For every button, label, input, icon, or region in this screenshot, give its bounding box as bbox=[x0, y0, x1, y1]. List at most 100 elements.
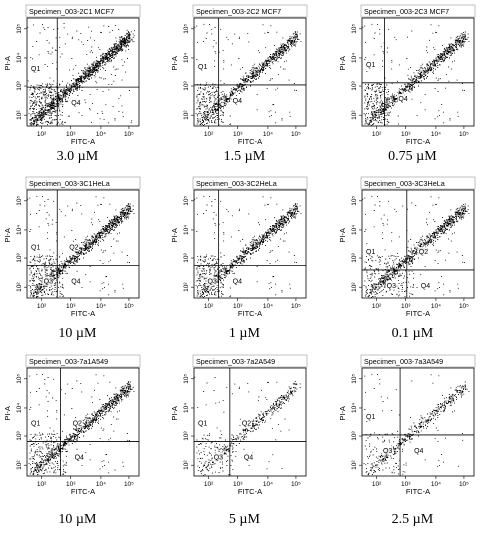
x-tick-label: 10⁵ bbox=[459, 303, 469, 310]
panel-title: Specimen_003-2C2 MCF7 bbox=[196, 7, 281, 16]
quadrant-label-q2: Q2 bbox=[242, 420, 251, 427]
y-tick-label: 10² bbox=[16, 460, 23, 470]
x-tick-label: 10³ bbox=[401, 481, 411, 488]
scatter-points bbox=[362, 195, 470, 298]
event-dots bbox=[362, 195, 470, 298]
y-tick-label: 10⁵ bbox=[183, 24, 190, 34]
facs-panel-9: Specimen_003-7a3A549 Q1 Q3 Q4 10² 10³ 10⁴ 10⁵ 10… bbox=[338, 354, 476, 527]
facs-panel-6: Specimen_003-3C3HeLa Q1 Q2 Q3 Q4 10² 10³ 10⁴ 10⁵… bbox=[338, 176, 476, 341]
y-tick-label: 10⁴ bbox=[183, 53, 190, 63]
quadrant-label-q1: Q1 bbox=[31, 245, 40, 252]
panel-title: Specimen_003-3C2HeLa bbox=[196, 179, 277, 188]
quadrant-label-q3: Q3 bbox=[44, 279, 53, 286]
scatter-points bbox=[194, 23, 302, 126]
y-axis-label: PI-A bbox=[170, 56, 179, 71]
y-tick-label: 10⁴ bbox=[183, 403, 190, 413]
panel-title: Specimen_003-7a1A549 bbox=[29, 357, 108, 366]
panel-title-bar bbox=[360, 4, 476, 18]
quadrant-label-q1: Q1 bbox=[31, 66, 40, 73]
quadrant-label-q4: Q4 bbox=[233, 98, 242, 105]
y-axis-label: PI-A bbox=[338, 228, 347, 243]
x-tick-label: 10⁴ bbox=[431, 131, 441, 138]
x-tick-label: 10⁴ bbox=[431, 303, 441, 310]
y-axis-label: PI-A bbox=[338, 56, 347, 71]
x-tick-label: 10² bbox=[37, 303, 47, 310]
y-tick-label: 10² bbox=[16, 110, 23, 120]
y-axis-label: PI-A bbox=[338, 406, 347, 421]
quadrant-label-q4: Q4 bbox=[71, 100, 80, 107]
x-tick-label: 10⁵ bbox=[124, 131, 134, 138]
y-tick-label: 10³ bbox=[351, 253, 358, 263]
y-tick-label: 10⁵ bbox=[16, 374, 23, 384]
quadrant-label-q4: Q4 bbox=[244, 454, 253, 461]
panel-title: Specimen_003-3C1HeLa bbox=[29, 179, 110, 188]
y-tick-label: 10³ bbox=[183, 253, 190, 263]
x-tick-label: 10² bbox=[204, 131, 214, 138]
y-tick-label: 10³ bbox=[16, 253, 23, 263]
x-tick-label: 10⁵ bbox=[124, 303, 134, 310]
x-tick-label: 10⁴ bbox=[263, 303, 273, 310]
plot-frame bbox=[193, 17, 307, 127]
facs-panel-8: Specimen_003-7a2A549 Q1 Q2 Q3 Q4 10² 10³ 10⁴ 10⁵… bbox=[170, 354, 308, 527]
x-tick-label: 10³ bbox=[233, 131, 243, 138]
quadrant-label-q1: Q1 bbox=[366, 249, 375, 256]
x-tick-label: 10² bbox=[204, 481, 214, 488]
quadrant-label-q4: Q4 bbox=[414, 448, 423, 455]
x-tick-label: 10² bbox=[372, 481, 382, 488]
y-tick-label: 10⁵ bbox=[16, 196, 23, 206]
panel-title-bar bbox=[192, 176, 308, 190]
x-tick-label: 10⁴ bbox=[96, 303, 106, 310]
x-tick-label: 10⁵ bbox=[291, 131, 301, 138]
x-axis-label: FITC-A bbox=[71, 309, 95, 318]
y-axis-label: PI-A bbox=[3, 228, 12, 243]
x-tick-label: 10⁵ bbox=[124, 481, 134, 488]
panel-title-bar bbox=[192, 354, 308, 368]
y-tick-label: 10⁵ bbox=[351, 374, 358, 384]
x-tick-label: 10⁴ bbox=[96, 481, 106, 488]
event-dots bbox=[194, 23, 302, 126]
x-tick-label: 10³ bbox=[233, 481, 243, 488]
y-tick-label: 10⁴ bbox=[183, 225, 190, 235]
quadrant-label-q4: Q4 bbox=[421, 283, 430, 290]
y-axis-label: PI-A bbox=[170, 406, 179, 421]
quadrant-label-q4: Q4 bbox=[71, 279, 80, 286]
y-tick-label: 10⁵ bbox=[183, 374, 190, 384]
facs-panel-2: Specimen_003-2C2 MCF7 Q1 Q4 10² 10³ 10⁴ 10⁵ 10²… bbox=[170, 4, 308, 164]
panel-title: Specimen_003-2C3 MCF7 bbox=[364, 7, 449, 16]
x-tick-label: 10² bbox=[37, 481, 47, 488]
y-tick-label: 10⁴ bbox=[351, 53, 358, 63]
quadrant-label-q1: Q1 bbox=[366, 414, 375, 421]
y-tick-label: 10⁵ bbox=[351, 196, 358, 206]
facs-panel-5: Specimen_003-3C2HeLa Q3 Q4 10² 10³ 10⁴ 10⁵ 10² 1… bbox=[170, 176, 308, 341]
plot-frame bbox=[361, 367, 475, 477]
x-axis-label: FITC-A bbox=[406, 309, 430, 318]
panel-title-bar bbox=[25, 354, 141, 368]
quadrant-label-q4: Q4 bbox=[233, 279, 242, 286]
condition-caption: 2.5 µM bbox=[392, 512, 434, 527]
x-tick-label: 10⁴ bbox=[96, 131, 106, 138]
condition-caption: 3.0 µM bbox=[57, 149, 99, 164]
y-axis-label: PI-A bbox=[3, 56, 12, 71]
plot-frame bbox=[361, 17, 475, 127]
y-tick-label: 10² bbox=[351, 110, 358, 120]
quadrant-label-q4: Q4 bbox=[75, 454, 84, 461]
y-tick-label: 10² bbox=[183, 282, 190, 292]
quadrant-label-q4: Q4 bbox=[398, 96, 407, 103]
y-tick-label: 10³ bbox=[16, 81, 23, 91]
facs-panel-7: Specimen_003-7a1A549 Q1 Q2 Q4 10² 10³ 10⁴ 10⁵ 10… bbox=[3, 354, 141, 527]
x-axis-label: FITC-A bbox=[238, 309, 262, 318]
facs-panel-4: Specimen_003-3C1HeLa Q1 Q2 Q3 Q4 10² 10³ 10⁴ 10⁵… bbox=[3, 176, 141, 341]
x-tick-label: 10⁴ bbox=[431, 481, 441, 488]
condition-caption: 1 µM bbox=[229, 326, 261, 341]
y-tick-label: 10² bbox=[351, 460, 358, 470]
quadrant-label-q2: Q2 bbox=[419, 249, 428, 256]
condition-caption: 0.75 µM bbox=[388, 149, 437, 164]
x-tick-label: 10³ bbox=[66, 481, 76, 488]
x-tick-label: 10² bbox=[37, 131, 47, 138]
panel-title-bar bbox=[360, 176, 476, 190]
panel-title-bar bbox=[192, 4, 308, 18]
y-tick-label: 10³ bbox=[16, 431, 23, 441]
y-axis-label: PI-A bbox=[3, 406, 12, 421]
x-axis-label: FITC-A bbox=[238, 137, 262, 146]
